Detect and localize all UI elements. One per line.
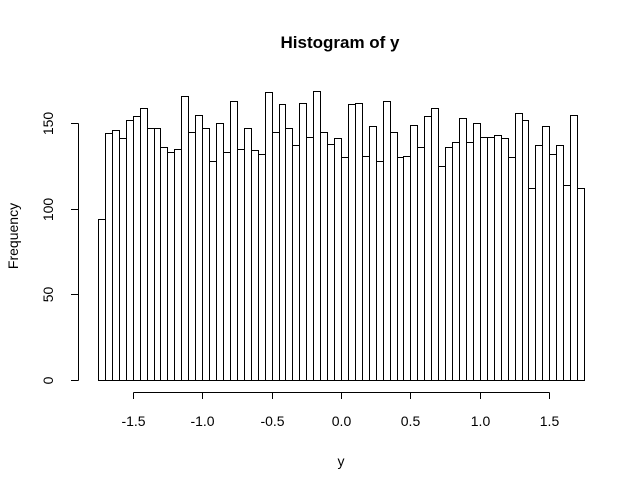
y-axis: 0 50 100 150 bbox=[40, 112, 79, 384]
bars-group bbox=[98, 91, 585, 381]
histogram-bar bbox=[494, 135, 502, 381]
histogram-bar bbox=[299, 103, 307, 381]
x-tick-label: 1.0 bbox=[471, 413, 491, 429]
histogram-bar bbox=[570, 115, 578, 381]
histogram-bar bbox=[181, 96, 189, 381]
histogram-bar bbox=[417, 147, 425, 381]
histogram-bar bbox=[424, 116, 432, 381]
histogram-bar bbox=[466, 142, 474, 381]
histogram-bar bbox=[348, 104, 356, 381]
histogram-bar bbox=[285, 128, 293, 381]
histogram-bar bbox=[320, 132, 328, 381]
histogram-bar bbox=[556, 145, 564, 381]
histogram-bar bbox=[188, 132, 196, 381]
histogram-bar bbox=[279, 104, 286, 381]
histogram-bar bbox=[528, 188, 536, 381]
x-tick-label: 1.5 bbox=[540, 413, 560, 429]
x-axis-title: y bbox=[338, 453, 345, 469]
histogram-bar bbox=[508, 157, 516, 381]
histogram-bar bbox=[487, 137, 495, 381]
histogram-bar bbox=[515, 113, 523, 381]
histogram-bar bbox=[549, 154, 557, 381]
histogram-bar bbox=[119, 138, 127, 381]
x-tick-label: -1.0 bbox=[190, 413, 214, 429]
histogram-bar bbox=[265, 92, 273, 381]
histogram-bar bbox=[522, 120, 529, 381]
histogram-bar bbox=[230, 101, 238, 381]
x-tick-label: 0.5 bbox=[401, 413, 421, 429]
histogram-bar bbox=[174, 149, 182, 381]
x-axis: -1.5 -1.0 -0.5 0.0 0.5 1.0 1.5 bbox=[121, 392, 560, 429]
histogram-bar bbox=[209, 161, 217, 381]
histogram-bar bbox=[237, 149, 245, 381]
histogram-bar bbox=[147, 128, 155, 381]
histogram-bar bbox=[473, 123, 481, 381]
histogram-bar bbox=[98, 219, 106, 381]
histogram-bar bbox=[313, 91, 321, 381]
y-tick-label: 150 bbox=[40, 112, 56, 136]
histogram-bar bbox=[535, 145, 543, 381]
histogram-bar bbox=[459, 118, 467, 381]
histogram-bar bbox=[341, 157, 349, 381]
histogram-bar bbox=[327, 144, 335, 381]
histogram-bar bbox=[251, 150, 259, 381]
histogram-bar bbox=[167, 152, 175, 381]
histogram-bar bbox=[563, 185, 571, 381]
histogram-bar bbox=[397, 157, 404, 381]
histogram-bar bbox=[126, 120, 134, 381]
histogram-bar bbox=[272, 132, 280, 381]
histogram-bar bbox=[292, 145, 300, 381]
histogram-bar bbox=[244, 128, 252, 381]
histogram-bar bbox=[431, 108, 439, 381]
histogram-bar bbox=[390, 132, 398, 381]
y-tick-label: 0 bbox=[40, 376, 56, 384]
histogram-bar bbox=[438, 166, 446, 381]
histogram-bar bbox=[501, 138, 509, 381]
histogram-bar bbox=[383, 101, 391, 381]
histogram-bar bbox=[577, 188, 585, 381]
histogram-bar bbox=[452, 142, 460, 381]
x-tick-label: 0.0 bbox=[332, 413, 352, 429]
histogram-bar bbox=[195, 115, 203, 381]
y-tick-label: 100 bbox=[40, 198, 56, 222]
histogram-bar bbox=[154, 128, 161, 381]
x-tick-label: -1.5 bbox=[121, 413, 145, 429]
histogram-bar bbox=[216, 123, 224, 381]
histogram-bar bbox=[105, 133, 113, 381]
histogram-bar bbox=[202, 128, 210, 381]
histogram-bar bbox=[410, 125, 418, 381]
x-tick-label: -0.5 bbox=[260, 413, 284, 429]
histogram-bar bbox=[362, 156, 370, 381]
histogram-bar bbox=[258, 154, 266, 381]
histogram-bar bbox=[306, 137, 314, 381]
histogram-bar bbox=[223, 152, 231, 381]
histogram-bar bbox=[355, 103, 363, 381]
histogram-bar bbox=[542, 126, 550, 381]
histogram-bar bbox=[445, 147, 453, 381]
histogram-bar bbox=[480, 137, 488, 381]
histogram-bar bbox=[369, 126, 377, 381]
histogram-bar bbox=[403, 156, 411, 381]
chart-title: Histogram of y bbox=[280, 33, 400, 52]
histogram-bar bbox=[140, 108, 148, 381]
histogram-bar bbox=[376, 161, 384, 381]
histogram-bar bbox=[133, 116, 141, 381]
histogram-bar bbox=[112, 130, 120, 381]
histogram-bar bbox=[160, 147, 168, 381]
y-axis-title: Frequency bbox=[5, 203, 21, 269]
histogram-bar bbox=[334, 138, 342, 381]
y-tick-label: 50 bbox=[40, 287, 56, 303]
